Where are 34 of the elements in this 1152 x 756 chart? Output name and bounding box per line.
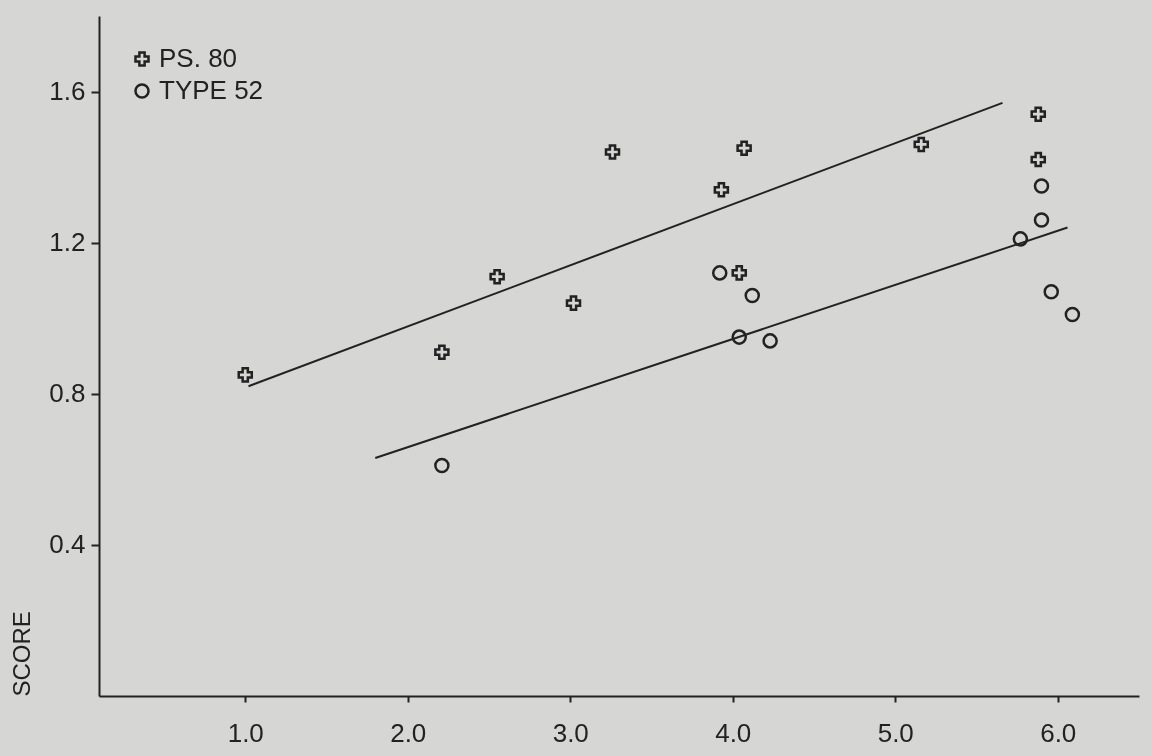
point — [744, 287, 761, 304]
point — [1033, 212, 1050, 228]
y-tick-label: 0.8 — [49, 378, 86, 409]
point — [711, 265, 728, 281]
point — [1033, 178, 1050, 194]
point — [731, 329, 748, 345]
point — [736, 140, 752, 156]
point — [1012, 231, 1029, 247]
point — [434, 457, 450, 474]
x-tick-label: 6.0 — [1040, 717, 1077, 748]
point — [489, 268, 505, 285]
y-tick-label: 0.4 — [49, 529, 86, 560]
x-tick-label: 5.0 — [877, 717, 914, 748]
point — [237, 367, 254, 383]
point — [731, 265, 748, 281]
legend-label: TYPE 52 — [159, 75, 264, 105]
x-tick-label: 3.0 — [552, 717, 589, 748]
point — [1043, 284, 1060, 300]
point — [713, 182, 730, 198]
point — [1030, 151, 1047, 168]
point — [604, 144, 621, 160]
y-axis-title: SCORE — [8, 611, 36, 697]
point — [565, 295, 582, 311]
point — [913, 136, 930, 153]
point — [434, 344, 450, 360]
x-tick-label: 2.0 — [390, 717, 427, 748]
point — [762, 333, 778, 349]
x-tick-label: 4.0 — [715, 717, 752, 748]
legend-label: PS. 80 — [159, 43, 238, 73]
x-tick-label: 1.0 — [227, 717, 264, 748]
point — [1064, 306, 1081, 323]
y-tick-label: 1.2 — [49, 227, 86, 258]
point — [1030, 106, 1047, 122]
y-tick-label: 1.6 — [49, 76, 86, 107]
